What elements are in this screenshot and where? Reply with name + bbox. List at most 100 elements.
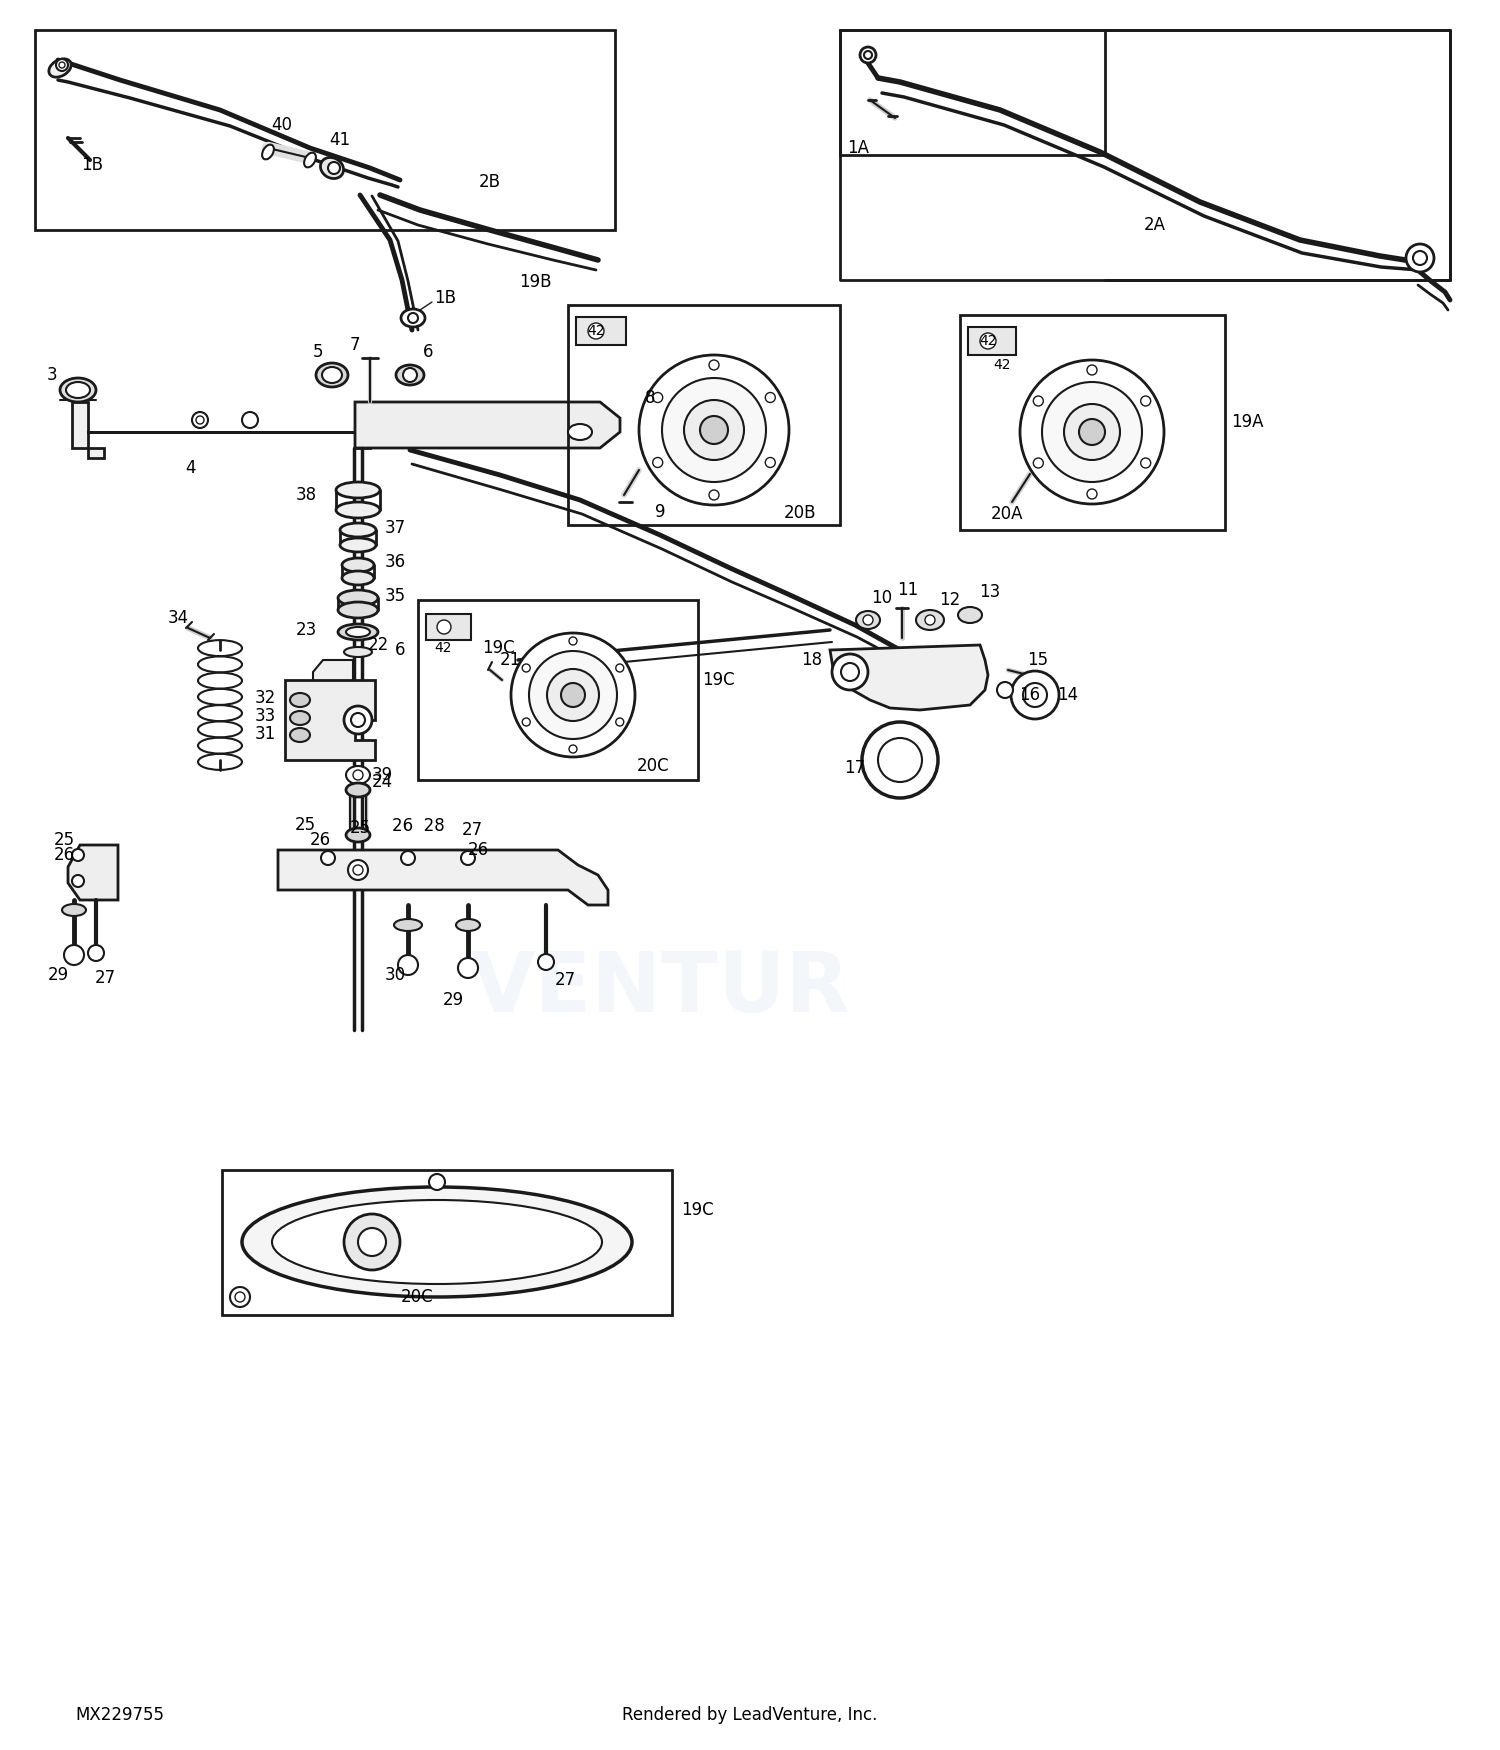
Text: 26  28: 26 28 (392, 817, 444, 835)
Circle shape (358, 1228, 386, 1256)
Circle shape (765, 392, 776, 402)
Text: 15: 15 (1028, 651, 1048, 668)
Circle shape (652, 392, 663, 402)
Bar (419, 600, 698, 780)
Circle shape (436, 620, 451, 634)
Circle shape (1140, 458, 1150, 467)
Circle shape (192, 411, 208, 429)
Text: 12: 12 (939, 592, 960, 609)
Bar (417, 1222, 458, 1262)
Ellipse shape (336, 502, 380, 518)
Circle shape (56, 60, 68, 72)
Text: 4: 4 (184, 458, 195, 478)
Circle shape (522, 663, 530, 672)
Circle shape (522, 718, 530, 726)
Circle shape (458, 957, 478, 978)
Text: 2B: 2B (478, 173, 501, 191)
Circle shape (684, 401, 744, 460)
Bar (222, 1171, 672, 1314)
Circle shape (398, 956, 418, 975)
Text: 42: 42 (588, 324, 604, 338)
Polygon shape (278, 850, 608, 905)
Text: 25: 25 (350, 819, 370, 836)
Ellipse shape (338, 590, 378, 605)
Circle shape (998, 682, 1012, 698)
Text: 31: 31 (255, 724, 276, 744)
Text: 19C: 19C (681, 1200, 714, 1220)
Circle shape (710, 490, 718, 500)
Circle shape (859, 47, 876, 63)
Bar (576, 317, 626, 345)
Text: 42: 42 (980, 334, 996, 348)
Text: 6: 6 (394, 640, 405, 660)
Text: 3: 3 (46, 366, 57, 383)
Ellipse shape (400, 310, 424, 327)
Text: 16: 16 (1020, 686, 1041, 704)
Text: 11: 11 (897, 581, 918, 598)
Circle shape (568, 637, 578, 646)
Text: 26: 26 (468, 842, 489, 859)
Circle shape (1023, 682, 1047, 707)
Ellipse shape (346, 782, 370, 796)
Circle shape (1011, 670, 1059, 719)
Text: 14: 14 (1058, 686, 1078, 704)
Text: 24: 24 (372, 774, 393, 791)
Ellipse shape (856, 611, 880, 628)
Circle shape (404, 368, 417, 382)
Circle shape (616, 718, 624, 726)
Ellipse shape (304, 152, 316, 168)
Bar (968, 327, 1016, 355)
Text: 40: 40 (272, 116, 292, 135)
Circle shape (429, 1174, 445, 1190)
Circle shape (561, 682, 585, 707)
Text: 13: 13 (980, 583, 1000, 600)
Circle shape (72, 849, 84, 861)
Circle shape (400, 850, 416, 864)
Circle shape (1088, 488, 1096, 499)
Circle shape (548, 668, 598, 721)
Polygon shape (285, 681, 375, 760)
Text: 19A: 19A (1230, 413, 1263, 430)
Bar (568, 304, 840, 525)
Circle shape (1406, 243, 1434, 271)
Text: 5: 5 (312, 343, 324, 360)
Bar (960, 315, 1226, 530)
Text: 1B: 1B (433, 289, 456, 306)
Bar (426, 614, 471, 640)
Circle shape (64, 945, 84, 964)
Circle shape (538, 954, 554, 970)
Circle shape (652, 457, 663, 467)
Circle shape (926, 614, 934, 625)
Text: 41: 41 (330, 131, 351, 149)
Text: 22: 22 (368, 635, 388, 654)
Circle shape (710, 360, 718, 369)
Text: Rendered by LeadVenture, Inc.: Rendered by LeadVenture, Inc. (622, 1706, 878, 1724)
Text: 27: 27 (462, 821, 483, 838)
Text: 25: 25 (294, 816, 315, 835)
Text: 1B: 1B (81, 156, 104, 173)
Ellipse shape (342, 558, 374, 572)
Ellipse shape (290, 728, 310, 742)
Circle shape (1034, 396, 1044, 406)
Ellipse shape (322, 368, 342, 383)
Text: 42: 42 (993, 359, 1011, 373)
Text: 38: 38 (296, 487, 316, 504)
Circle shape (530, 651, 616, 738)
Text: 37: 37 (384, 520, 405, 537)
Text: 9: 9 (654, 502, 666, 522)
Text: 29: 29 (48, 966, 69, 984)
Text: 30: 30 (384, 966, 405, 984)
Text: VENTUR: VENTUR (470, 949, 850, 1029)
Circle shape (862, 723, 938, 798)
Circle shape (862, 614, 873, 625)
Circle shape (512, 634, 634, 758)
Ellipse shape (242, 1186, 632, 1297)
Circle shape (1020, 360, 1164, 504)
Text: 17: 17 (844, 760, 865, 777)
Circle shape (348, 859, 368, 880)
Text: 6: 6 (423, 343, 433, 360)
Circle shape (616, 663, 624, 672)
Ellipse shape (262, 145, 274, 159)
Ellipse shape (344, 648, 372, 656)
Text: 26: 26 (54, 845, 75, 864)
